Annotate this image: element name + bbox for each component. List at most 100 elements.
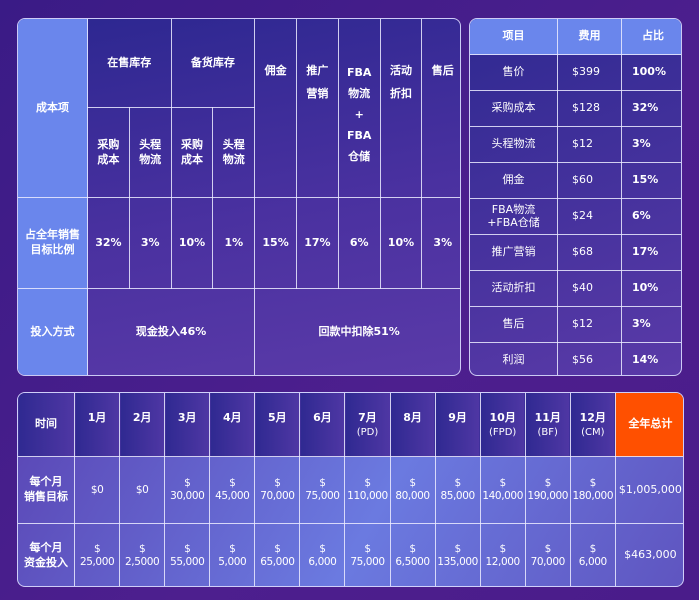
ratio-cell: 3% (621, 126, 681, 163)
ratio-cell: 10% (170, 197, 214, 289)
cost-cell: $68 (557, 234, 622, 271)
time-header: 时间 (18, 393, 76, 458)
col-header: FBA 物流 + FBA 仓储 (337, 19, 381, 199)
funds-invest-cell: $ 2,5000 (119, 522, 166, 586)
sales-target-cell: $0 (74, 456, 121, 524)
cost-cell: $12 (557, 126, 622, 163)
monthly-plan-table: 时间 1月 2月 3月 4月 5月 6月 7月 (PD) 8月 9月 10月 (FPD) 11月 (BF)… (17, 392, 684, 587)
month-label: 2月 (132, 411, 152, 424)
item-cell: FBA物流 +FBA仓储 (470, 198, 558, 235)
item-cell: 利润 (470, 342, 558, 375)
sales-target-cell: $ 85,000 (434, 456, 481, 524)
item-cell: 售价 (470, 54, 558, 91)
item-cell: 佣金 (470, 162, 558, 199)
month-header: 3月 (164, 393, 211, 458)
month-header: 7月 (PD) (344, 393, 391, 458)
ratio-cell: 1% (212, 197, 256, 289)
ratio-cell: 10% (379, 197, 423, 289)
month-label: 6月 (313, 411, 332, 424)
month-label: 1月 (87, 411, 107, 424)
sales-target-cell: $ 180,000 (569, 456, 616, 524)
table-row: 推广营销 $68 17% (470, 234, 681, 271)
funds-invest-cell: $ 6,5000 (389, 522, 436, 586)
cost-cell: $399 (557, 54, 622, 91)
col-header: 佣金 (254, 19, 297, 199)
group-header: 在售库存 (87, 19, 172, 109)
sales-target-cell: $0 (119, 456, 166, 524)
funds-invest-label: 每个月 资金投入 (18, 522, 76, 586)
ratio-cell: 10% (621, 270, 681, 307)
sub-header: 采购 成本 (87, 107, 130, 199)
ratio-cell: 15% (254, 197, 297, 289)
item-cell: 活动折扣 (470, 270, 558, 307)
ratio-cell: 17% (621, 234, 681, 271)
cost-cell: $12 (557, 306, 622, 343)
invest-method-label: 投入方式 (18, 287, 88, 375)
month-label: 7月 (358, 411, 377, 424)
table-row: 佣金 $60 15% (470, 162, 681, 199)
cost-structure-table: 成本项 在售库存 备货库存 佣金 推广 营销 FBA 物流 + FBA 仓储 活… (17, 18, 461, 376)
sales-target-cell: $ 30,000 (164, 456, 211, 524)
sales-target-cell: $ 70,000 (254, 456, 301, 524)
month-label: 5月 (268, 411, 287, 424)
sales-total-cell: $1,005,000 (614, 456, 683, 524)
item-cell: 采购成本 (470, 90, 558, 127)
month-header: 1月 (74, 393, 121, 458)
month-header: 12月 (CM) (569, 393, 616, 458)
ratio-cell: 3% (421, 197, 460, 289)
month-label: 11月 (534, 411, 561, 424)
ratio-cell: 32% (87, 197, 130, 289)
table-row: 头程物流 $12 3% (470, 126, 681, 163)
funds-invest-cell: $ 75,000 (344, 522, 391, 586)
cost-cell: $40 (557, 270, 622, 307)
col-header: 售后 (421, 19, 460, 199)
sub-header: 采购 成本 (170, 107, 214, 199)
month-event: (PD) (356, 426, 379, 438)
funds-invest-cell: $ 65,000 (254, 522, 301, 586)
month-header: 2月 (119, 393, 166, 458)
ratio-cell: 6% (621, 198, 681, 235)
month-header: 10月 (FPD) (479, 393, 526, 458)
month-label: 9月 (448, 411, 467, 424)
ratio-cell: 17% (295, 197, 339, 289)
header-ratio: 占比 (621, 19, 681, 55)
item-cell: 售后 (470, 306, 558, 343)
sales-target-cell: $ 110,000 (344, 456, 391, 524)
funds-invest-cell: $ 12,000 (479, 522, 526, 586)
month-label: 3月 (177, 411, 197, 424)
ratio-cell: 3% (621, 306, 681, 343)
funds-invest-cell: $ 55,000 (164, 522, 211, 586)
table-row: 售后 $12 3% (470, 306, 681, 343)
header-item: 项目 (470, 19, 558, 55)
month-header: 8月 (389, 393, 436, 458)
month-event: (CM) (581, 426, 605, 438)
sales-target-cell: $ 80,000 (389, 456, 436, 524)
month-header: 4月 (209, 393, 256, 458)
ratio-cell: 15% (621, 162, 681, 199)
month-event: (FPD) (489, 426, 517, 438)
table-row: 售价 $399 100% (470, 54, 681, 91)
sales-target-cell: $ 45,000 (209, 456, 256, 524)
month-label: 4月 (222, 411, 242, 424)
funds-invest-cell: $ 70,000 (524, 522, 571, 586)
ratio-cell: 6% (337, 197, 381, 289)
invest-total-cell: $463,000 (614, 522, 683, 586)
deduct-cell: 回款中扣除51% (254, 287, 460, 375)
month-label: 10月 (489, 411, 516, 424)
cash-invest-cell: 现金投入46% (86, 287, 256, 375)
annual-total-header: 全年总计 (614, 393, 683, 458)
ratio-cell: 100% (621, 54, 681, 91)
cost-cell: $24 (557, 198, 622, 235)
month-header: 5月 (254, 393, 301, 458)
month-label: 8月 (403, 411, 422, 424)
funds-invest-cell: $ 25,000 (74, 522, 121, 586)
funds-invest-cell: $ 6,000 (299, 522, 346, 586)
month-header: 6月 (299, 393, 346, 458)
item-cell: 头程物流 (470, 126, 558, 163)
month-label: 12月 (579, 411, 606, 424)
ratio-label: 占全年销售 目标比例 (18, 197, 88, 289)
month-header: 11月 (BF) (524, 393, 571, 458)
col-header: 活动 折扣 (379, 19, 423, 199)
group-header: 备货库存 (170, 19, 256, 109)
table-row: FBA物流 +FBA仓储 $24 6% (470, 198, 681, 235)
